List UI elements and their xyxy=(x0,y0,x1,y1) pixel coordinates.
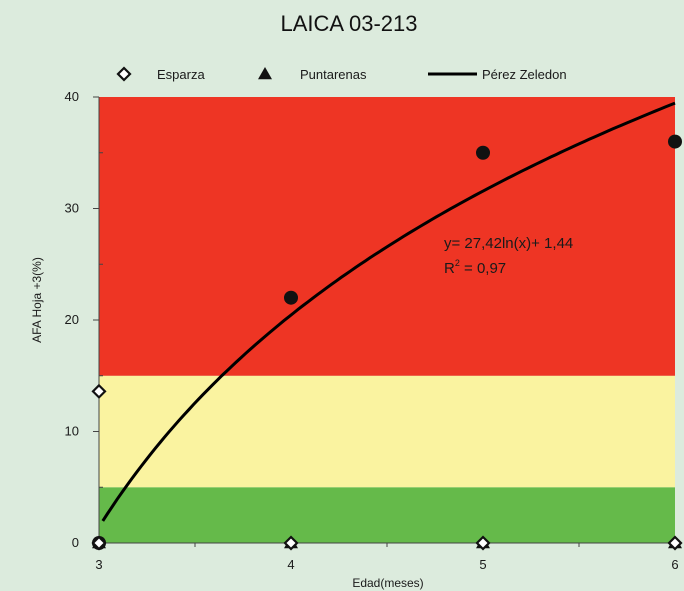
r-squared-superscript: 2 xyxy=(455,258,460,268)
legend-swatch-triangle xyxy=(258,67,272,80)
legend: Esparza Puntarenas Pérez Zeledon xyxy=(116,66,567,82)
r-squared-prefix: R xyxy=(444,260,455,277)
legend-swatch-diamond-open xyxy=(116,66,132,82)
x-tick-label: 3 xyxy=(95,557,102,572)
marker-circle xyxy=(668,134,682,149)
legend-label: Pérez Zeledon xyxy=(482,67,567,82)
plot-area: 0 10 20 30 40 3 4 5 6 xyxy=(65,89,683,572)
x-tick-label: 4 xyxy=(287,557,294,572)
legend-label: Puntarenas xyxy=(300,67,367,82)
marker-diamond-open xyxy=(475,535,491,551)
y-tick-label: 10 xyxy=(65,424,79,439)
marker-diamond-open xyxy=(91,383,107,399)
trendline-equation: y= 27,42ln(x)+ 1,44 R2 = 0,97 xyxy=(444,235,573,277)
y-tick-label: 30 xyxy=(65,201,79,216)
x-tick-label: 6 xyxy=(671,557,678,572)
marker-circle xyxy=(284,290,298,305)
marker-diamond-open xyxy=(667,535,683,551)
x-tick-label: 5 xyxy=(479,557,486,572)
band-0 xyxy=(99,487,675,543)
y-tick-label: 20 xyxy=(65,312,79,327)
trendline xyxy=(101,101,676,522)
marker-circle xyxy=(476,145,490,160)
legend-label: Esparza xyxy=(157,67,205,82)
marker-diamond-open xyxy=(91,535,107,551)
y-axis-label: AFA Hoja +3(%) xyxy=(30,257,44,343)
equation-text: y= 27,42ln(x)+ 1,44 xyxy=(444,235,573,252)
marker-diamond-open xyxy=(283,535,299,551)
r-squared-value: = 0,97 xyxy=(460,260,506,277)
r-squared-text: R2 = 0,97 xyxy=(444,258,506,277)
chart-title: LAICA 03-213 xyxy=(281,11,418,36)
x-axis-label: Edad(meses) xyxy=(352,576,423,590)
band-1 xyxy=(99,375,675,488)
y-tick-label: 40 xyxy=(65,89,79,104)
y-tick-label: 0 xyxy=(72,535,79,550)
